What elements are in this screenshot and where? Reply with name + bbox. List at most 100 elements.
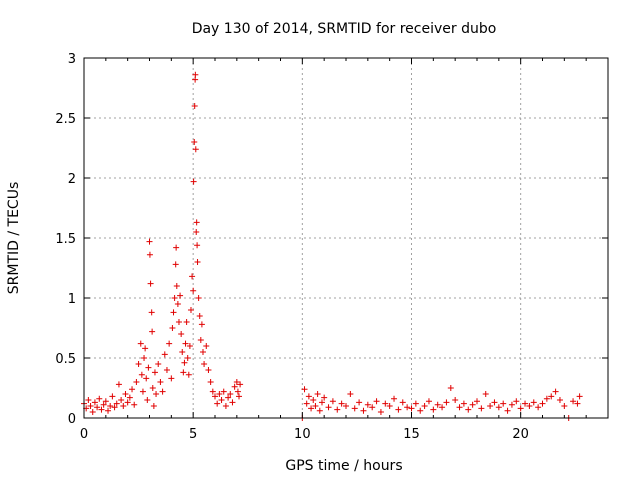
data-point <box>236 393 243 400</box>
data-point <box>187 307 194 313</box>
data-point <box>216 391 223 397</box>
data-point <box>334 406 341 413</box>
data-point <box>495 404 502 411</box>
data-point <box>105 407 112 414</box>
data-point <box>430 406 437 413</box>
data-point <box>382 400 389 407</box>
data-point <box>478 405 485 412</box>
y-tick-label: 0.5 <box>55 352 76 367</box>
data-point <box>227 391 234 397</box>
data-point <box>111 404 118 411</box>
data-point <box>234 388 241 395</box>
data-point <box>356 399 363 406</box>
y-tick-label: 0 <box>68 412 76 427</box>
data-point <box>199 349 206 355</box>
data-point <box>138 371 145 378</box>
data-point <box>180 369 187 376</box>
data-point <box>94 404 101 411</box>
data-point <box>305 393 312 400</box>
data-point <box>196 313 203 319</box>
data-point <box>159 388 166 395</box>
data-point <box>447 385 454 391</box>
x-tick-label: 0 <box>80 427 88 442</box>
data-point <box>408 405 415 412</box>
x-tick-label: 15 <box>403 427 420 442</box>
data-point <box>118 397 125 403</box>
axes: 0 5 10 15 20 0 0.5 1 1.5 2 2.5 3 <box>55 52 608 442</box>
data-point <box>526 403 533 409</box>
data-point <box>343 403 349 409</box>
data-point <box>124 399 131 406</box>
grid <box>84 58 608 418</box>
data-point <box>303 400 310 407</box>
data-point <box>191 139 198 145</box>
data-point <box>465 406 472 413</box>
data-point <box>194 242 201 249</box>
data-point <box>135 361 142 367</box>
chart-title: Day 130 of 2014, SRMTID for receiver dub… <box>192 21 497 37</box>
y-tick-label: 1.5 <box>55 232 76 247</box>
data-point <box>161 351 168 358</box>
data-point <box>205 367 212 373</box>
data-point <box>178 331 185 337</box>
data-point <box>301 386 308 393</box>
data-point <box>314 391 321 397</box>
data-point <box>517 405 524 412</box>
data-point <box>189 273 196 280</box>
data-point <box>169 325 176 331</box>
data-point <box>218 397 225 403</box>
data-point <box>203 343 210 349</box>
data-point <box>166 340 173 347</box>
data-point <box>173 244 180 251</box>
data-point <box>190 178 197 185</box>
data-point <box>100 401 107 408</box>
data-point <box>576 393 583 400</box>
data-point <box>137 340 144 347</box>
data-point <box>148 309 155 316</box>
data-point <box>157 379 164 385</box>
data-point <box>173 283 180 289</box>
data-point <box>318 399 325 406</box>
data-point <box>195 295 202 301</box>
data-point <box>312 403 319 409</box>
data-point <box>308 405 315 412</box>
data-point <box>113 400 120 407</box>
data-point <box>145 364 152 371</box>
data-point <box>474 398 480 405</box>
data-point <box>530 399 537 406</box>
data-points <box>81 71 583 421</box>
data-point <box>146 251 153 258</box>
x-tick-label: 20 <box>512 427 529 442</box>
data-point <box>412 400 419 407</box>
data-point <box>338 400 345 407</box>
data-point <box>87 403 94 409</box>
data-point <box>115 381 122 388</box>
data-point <box>185 371 192 378</box>
data-point <box>229 399 236 406</box>
data-point <box>391 395 398 402</box>
y-tick-label: 3 <box>68 52 76 67</box>
data-point <box>539 400 546 407</box>
data-point <box>133 379 140 385</box>
data-point <box>491 399 498 406</box>
data-point <box>399 399 406 406</box>
data-point <box>186 343 193 349</box>
data-point <box>192 146 199 153</box>
data-point <box>191 103 198 109</box>
data-point <box>535 404 542 411</box>
data-point <box>469 401 476 408</box>
x-axis-label: GPS time / hours <box>285 458 402 474</box>
data-point <box>347 391 354 397</box>
data-point <box>153 391 160 397</box>
data-point <box>102 398 109 405</box>
data-point <box>225 394 232 401</box>
data-point <box>233 379 240 385</box>
data-point <box>150 403 157 409</box>
data-point <box>149 328 156 335</box>
data-point <box>395 406 402 413</box>
data-point <box>404 404 411 411</box>
data-point <box>373 398 380 405</box>
data-point <box>452 397 459 403</box>
data-point <box>369 404 376 411</box>
